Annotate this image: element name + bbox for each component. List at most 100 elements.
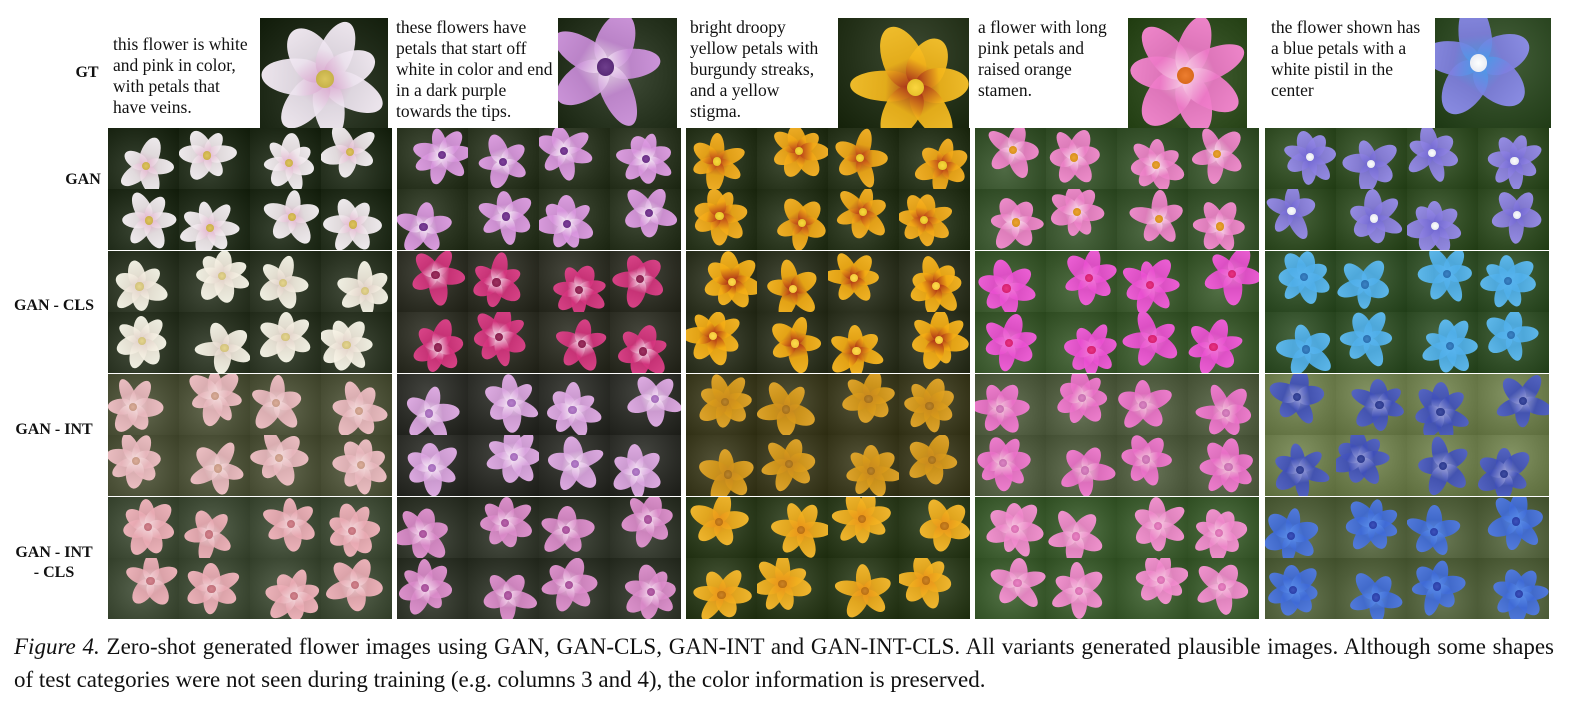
sample-grid-row4-col4 (975, 497, 1259, 619)
flower-center (507, 398, 516, 407)
generated-sample (539, 558, 610, 619)
flower-center (1071, 532, 1080, 541)
generated-sample (1407, 435, 1478, 496)
generated-sample (1336, 312, 1407, 373)
generated-sample (108, 558, 179, 619)
flower-center (1512, 517, 1521, 526)
generated-sample (1188, 558, 1259, 619)
generated-sample (1046, 374, 1117, 435)
flower-center (1510, 156, 1519, 165)
flower-center (1436, 408, 1445, 417)
flower-center (782, 405, 791, 414)
generated-sample (1407, 128, 1478, 189)
generated-sample (1336, 374, 1407, 435)
generated-sample (686, 558, 757, 619)
flower-center (596, 58, 615, 76)
flower-center (498, 158, 508, 167)
flower-center (213, 464, 223, 473)
generated-sample (610, 374, 681, 435)
flower-center (1148, 335, 1157, 344)
generated-sample (610, 189, 681, 250)
sample-grid-row1-col4 (975, 128, 1259, 250)
generated-sample (179, 558, 250, 619)
gt-caption-4: a flower with long pink petals and raise… (978, 17, 1107, 100)
flower-center (278, 279, 287, 288)
generated-sample (757, 435, 828, 496)
flower-center (128, 402, 138, 411)
flower-center (796, 525, 806, 534)
generated-sample (899, 251, 970, 312)
sample-grid-row2-col5 (1265, 251, 1549, 373)
flower-center (205, 223, 214, 233)
gt-photo-2 (558, 18, 677, 128)
flower-center (220, 344, 229, 353)
flower-center (650, 395, 659, 404)
flower-center (1289, 585, 1298, 595)
flower-center (1072, 207, 1081, 216)
flower-center (281, 333, 290, 342)
generated-sample (539, 497, 610, 558)
flower-center (316, 70, 334, 88)
generated-sample (321, 435, 392, 496)
flower-center (860, 587, 869, 596)
petal (501, 402, 522, 433)
generated-sample (397, 312, 468, 373)
flower-center (931, 281, 941, 290)
generated-sample (686, 189, 757, 250)
flower-center (274, 453, 284, 462)
generated-sample (397, 251, 468, 312)
generated-sample (899, 312, 970, 373)
generated-sample (610, 312, 681, 373)
generated-sample (1265, 251, 1336, 312)
flower-center (995, 404, 1005, 413)
flower-center (1154, 521, 1163, 530)
flower-center (1518, 397, 1527, 406)
row-label-gan-int: GAN - INT (15, 421, 93, 438)
generated-sample (108, 312, 179, 373)
flower-center (289, 592, 298, 601)
generated-sample (321, 497, 392, 558)
flower-center (427, 463, 436, 472)
flower-center (858, 514, 867, 523)
generated-sample (1188, 189, 1259, 250)
generated-sample (250, 497, 321, 558)
flower-center (646, 587, 656, 597)
flower-center (721, 397, 730, 407)
generated-sample (1117, 374, 1188, 435)
flower-center (1176, 66, 1195, 85)
flower-center (852, 346, 861, 355)
generated-sample (757, 128, 828, 189)
petal (798, 141, 828, 161)
flower-center (1209, 342, 1218, 351)
generated-sample (757, 374, 828, 435)
gt-caption-1: this flower is white and pink in color, … (113, 34, 248, 117)
generated-sample (1117, 435, 1188, 496)
flower-center (797, 219, 806, 228)
flower-center (1445, 342, 1454, 351)
generated-sample (828, 435, 899, 496)
generated-sample (1336, 435, 1407, 496)
flower-center (940, 522, 949, 531)
generated-sample (321, 312, 392, 373)
generated-sample (250, 189, 321, 250)
flower-center (211, 391, 220, 401)
generated-sample (899, 189, 970, 250)
generated-sample (1407, 251, 1478, 312)
flower-center (1087, 346, 1096, 355)
sample-grid-row4-col2 (397, 497, 681, 619)
generated-sample (757, 312, 828, 373)
flower-center (574, 285, 583, 294)
sample-grid-row2-col3 (686, 251, 970, 373)
generated-sample (975, 558, 1046, 619)
generated-sample (686, 374, 757, 435)
generated-sample (108, 128, 179, 189)
generated-sample (108, 189, 179, 250)
flower-center (919, 215, 928, 224)
flower-center (348, 526, 357, 536)
flower-center (1145, 281, 1154, 290)
flower-center (1429, 528, 1439, 537)
generated-sample (899, 558, 970, 619)
sample-grid-row2-col1 (108, 251, 392, 373)
flower-center (856, 154, 865, 163)
